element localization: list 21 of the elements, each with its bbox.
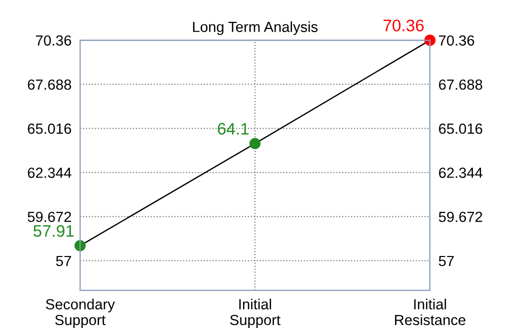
data-label: 57.91 — [33, 225, 74, 237]
y2-tick-label: 59.672 — [438, 212, 482, 222]
x-tick-label: Initial Support — [230, 298, 280, 328]
y2-tick-label: 57 — [438, 256, 454, 266]
y-tick-label: 57 — [56, 256, 72, 266]
y-tick-label: 67.688 — [28, 79, 72, 90]
y-tick-label: 59.672 — [28, 212, 72, 222]
y2-tick-label: 62.344 — [439, 168, 482, 178]
y2-tick-label: 67.688 — [439, 79, 482, 90]
data-label: 64.1 — [218, 122, 249, 135]
x-tick-label: Secondary Support — [46, 298, 115, 328]
chart-title: Long Term Analysis — [193, 21, 318, 35]
y2-tick-label: 70.36 — [439, 35, 474, 46]
point — [249, 138, 261, 150]
point — [74, 240, 86, 252]
y-tick-label: 62.344 — [28, 168, 72, 178]
x-tick-label: Initial Resistance — [395, 298, 466, 326]
y-tick-label: 70.36 — [36, 35, 72, 46]
y2-tick-label: 65.016 — [439, 124, 482, 134]
data-label: 70.36 — [384, 20, 424, 32]
y-tick-label: 65.016 — [28, 124, 72, 134]
